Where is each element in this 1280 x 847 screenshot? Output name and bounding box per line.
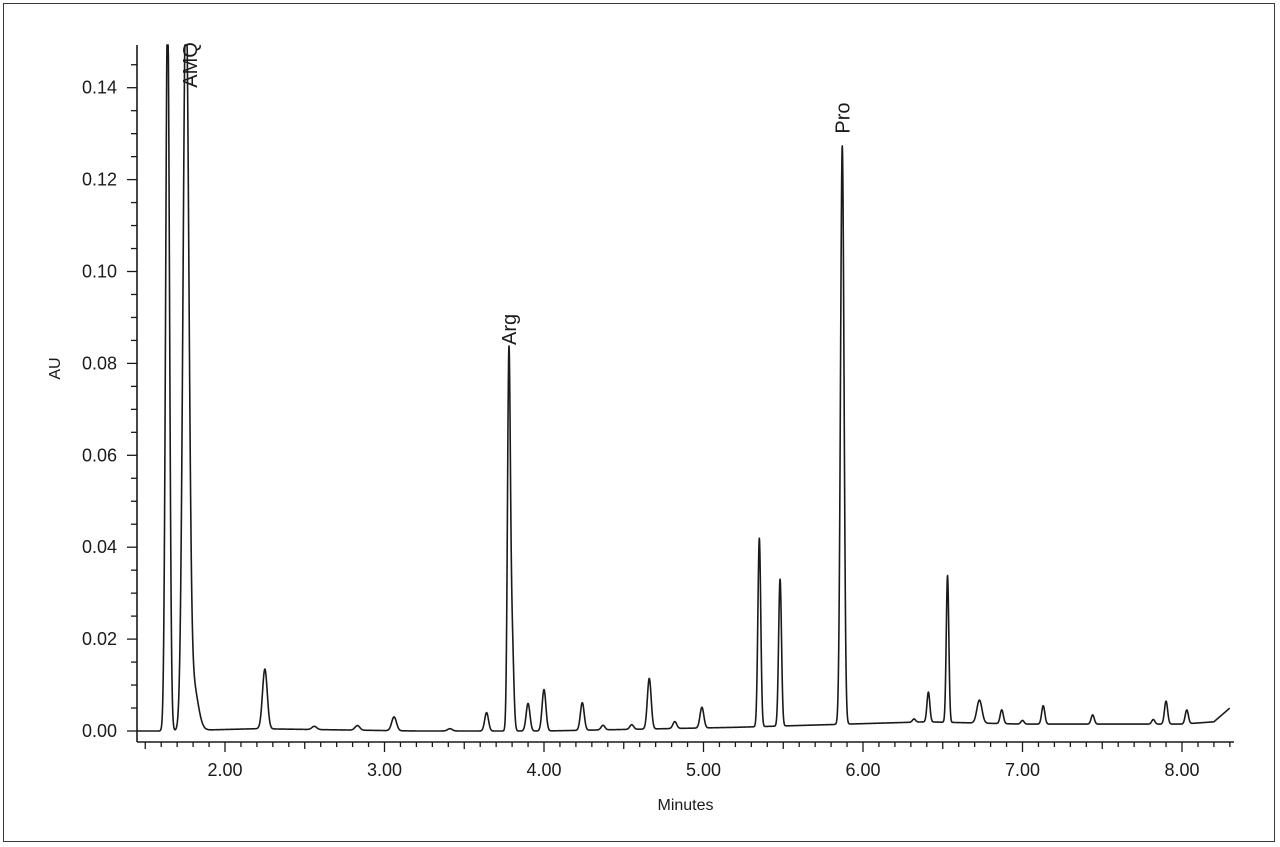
peak-label-pro: Pro: [832, 103, 854, 134]
x-tick-label: 4.00: [526, 760, 561, 780]
chromatogram-trace: [136, 44, 1231, 732]
x-tick-label: 2.00: [207, 760, 242, 780]
y-axis-title: AU: [47, 357, 64, 379]
y-tick-label: 0.10: [82, 262, 117, 282]
peak-label-amq: AMQ: [180, 42, 202, 88]
axes: 0.00 0.02 0.04 0.06 0.08 0.10 0.12 0.14 2.00 3.00…: [82, 45, 1234, 780]
y-tick-label: 0.06: [82, 445, 117, 465]
x-tick-label: 8.00: [1164, 760, 1199, 780]
y-tick-label: 0.02: [82, 629, 117, 649]
labels: AMQ Arg Pro: [180, 42, 854, 345]
y-tick-label: 0.14: [82, 78, 117, 98]
x-tick-label: 5.00: [686, 760, 721, 780]
x-tick-label: 7.00: [1005, 760, 1040, 780]
chart-frame: [3, 3, 1275, 842]
x-tick-label: 6.00: [845, 760, 880, 780]
y-tick-label: 0.08: [82, 353, 117, 373]
x-axis-title: Minutes: [657, 797, 713, 814]
x-tick-label: 3.00: [367, 760, 402, 780]
y-tick-label: 0.12: [82, 170, 117, 190]
y-tick-label: 0.04: [82, 537, 117, 557]
y-tick-label: 0.00: [82, 721, 117, 741]
peak-label-arg: Arg: [499, 314, 521, 345]
